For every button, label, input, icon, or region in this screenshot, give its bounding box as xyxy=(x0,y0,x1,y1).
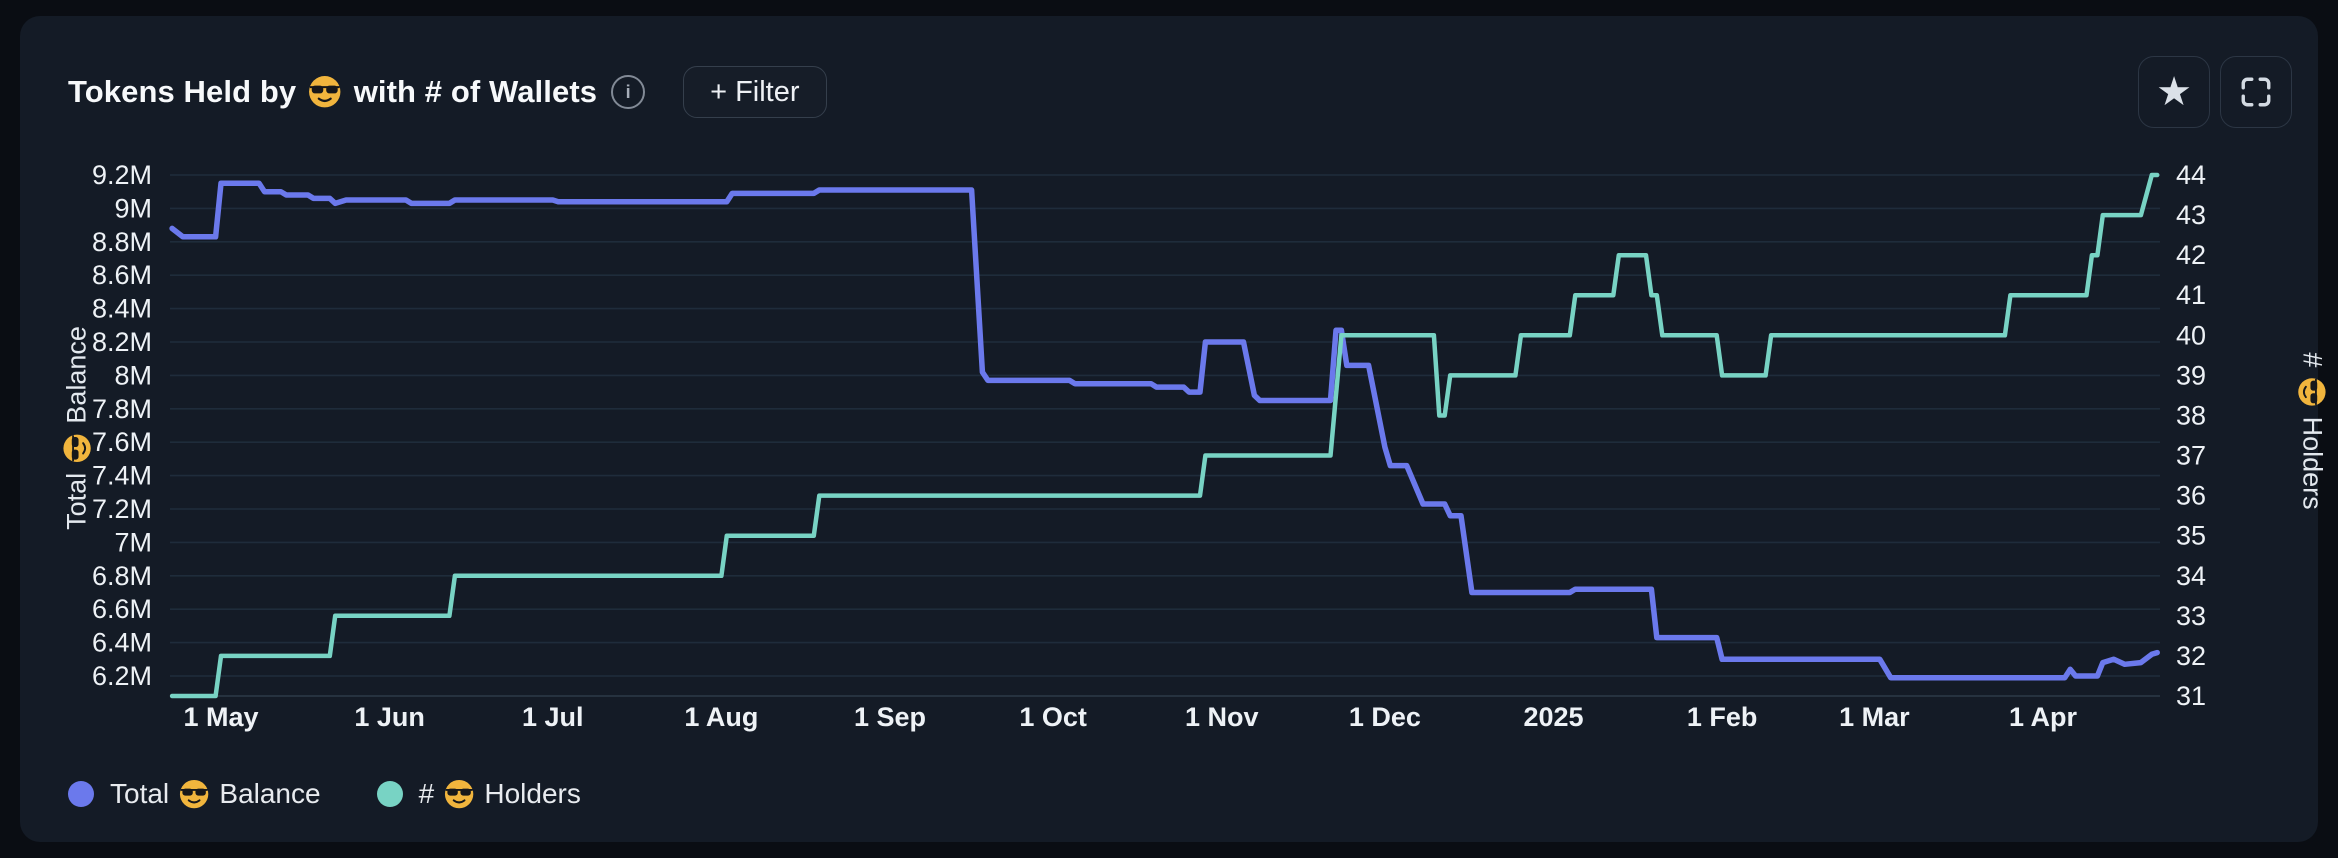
right-axis-tick: 34 xyxy=(2176,561,2206,591)
favorite-star-button[interactable]: ★ xyxy=(2138,56,2210,128)
right-axis-tick: 31 xyxy=(2176,681,2206,711)
left-axis-tick: 6.8M xyxy=(92,561,152,591)
right-axis-tick: 36 xyxy=(2176,481,2206,511)
right-axis-tick: 35 xyxy=(2176,521,2206,551)
legend-holders-suffix: Holders xyxy=(484,778,581,809)
fullscreen-icon xyxy=(2241,77,2271,107)
chart-title: Tokens Held by with # of Wallets xyxy=(68,74,597,110)
right-axis-tick: 43 xyxy=(2176,200,2206,230)
x-axis-tick: 1 Apr xyxy=(2009,702,2078,732)
chart-header: Tokens Held by with # of Wallets i + Fil… xyxy=(68,54,2292,130)
x-axis-tick: 1 Jun xyxy=(354,702,425,732)
left-axis-tick: 9M xyxy=(114,193,152,223)
x-axis-tick: 1 Oct xyxy=(1019,702,1087,732)
x-axis-tick: 1 Mar xyxy=(1839,702,1910,732)
x-axis-tick: 2025 xyxy=(1523,702,1583,732)
chart-title-prefix: Tokens Held by xyxy=(68,74,297,109)
balance-line[interactable] xyxy=(169,180,2160,681)
fullscreen-button[interactable] xyxy=(2220,56,2292,128)
right-axis-tick: 38 xyxy=(2176,400,2206,430)
left-axis-tick: 8.8M xyxy=(92,227,152,257)
filter-button[interactable]: + Filter xyxy=(683,66,827,118)
legend-item-holders[interactable]: # Holders xyxy=(376,778,581,810)
left-axis-tick: 8.2M xyxy=(92,327,152,357)
left-axis-tick: 6.6M xyxy=(92,594,152,624)
left-axis-tick: 6.4M xyxy=(92,628,152,658)
sunglasses-emoji-icon xyxy=(308,75,341,108)
holders-line[interactable] xyxy=(169,172,2160,699)
x-axis-tick: 1 Feb xyxy=(1687,702,1758,732)
right-axis-tick: 33 xyxy=(2176,601,2206,631)
legend-holders-prefix: # xyxy=(418,778,435,809)
right-axis-tick: 40 xyxy=(2176,320,2206,350)
left-axis-tick: 7.2M xyxy=(92,494,152,524)
info-icon[interactable]: i xyxy=(611,75,646,109)
x-axis-tick: 1 May xyxy=(183,702,258,732)
x-axis-tick: 1 Dec xyxy=(1349,702,1421,732)
star-icon: ★ xyxy=(2156,70,2192,114)
right-axis-tick: 39 xyxy=(2176,360,2206,390)
right-axis-tick: 37 xyxy=(2176,441,2206,471)
legend-item-total-balance[interactable]: Total Balance xyxy=(68,778,321,810)
x-axis-tick: 1 Nov xyxy=(1185,702,1259,732)
left-axis-tick: 8.4M xyxy=(92,294,152,324)
chart-legend: Total Balance # Holders xyxy=(68,778,581,810)
left-axis-tick: 8.6M xyxy=(92,260,152,290)
chart-card: Tokens Held by with # of Wallets i + Fil… xyxy=(20,16,2328,842)
x-axis-tick: 1 Aug xyxy=(684,702,758,732)
right-axis-tick: 41 xyxy=(2176,280,2206,310)
legend-balance-prefix: Total xyxy=(110,778,170,809)
legend-dot-holders xyxy=(376,781,403,807)
left-axis-tick: 7.8M xyxy=(92,394,152,424)
left-axis-title: Total Balance xyxy=(62,326,93,530)
right-axis-tick: 44 xyxy=(2176,160,2206,190)
left-axis-tick: 6.2M xyxy=(92,661,152,691)
left-axis-tick: 7.6M xyxy=(92,427,152,457)
sunglasses-emoji-icon xyxy=(62,434,91,463)
left-axis-tick: 7.4M xyxy=(92,461,152,491)
right-axis-tick: 32 xyxy=(2176,641,2206,671)
x-axis-tick: 1 Jul xyxy=(522,702,584,732)
left-axis-tick: 8M xyxy=(114,360,152,390)
chart-title-suffix: with # of Wallets xyxy=(353,74,598,109)
legend-balance-suffix: Balance xyxy=(219,778,321,809)
left-axis-tick: 7M xyxy=(114,527,152,557)
header-actions: ★ xyxy=(2138,56,2292,128)
legend-dot-balance xyxy=(68,781,94,807)
sunglasses-emoji-icon xyxy=(2297,377,2326,406)
left-axis-tick: 9.2M xyxy=(92,160,152,190)
right-axis-title: # Holders xyxy=(2297,352,2328,509)
right-axis-tick: 42 xyxy=(2176,240,2206,270)
sunglasses-emoji-icon xyxy=(179,779,209,809)
x-axis-tick: 1 Sep xyxy=(854,702,926,732)
sunglasses-emoji-icon xyxy=(444,779,474,809)
